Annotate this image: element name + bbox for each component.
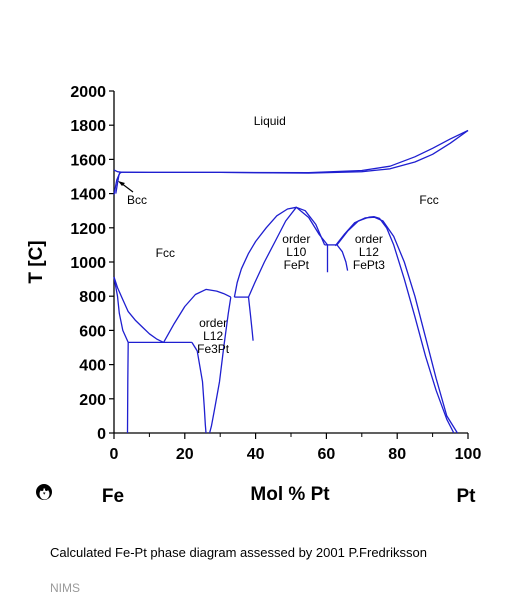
phase-boundary-10 [208, 297, 232, 434]
phase-boundary-16 [336, 244, 349, 271]
phase-boundary-18 [336, 216, 455, 434]
bcc-arrow [118, 181, 134, 193]
x-tick-label: 60 [318, 446, 336, 463]
region-label-4: order L12 Fe3Pt [197, 316, 230, 356]
region-label-line: FePt3 [353, 258, 385, 272]
region-label-2: Fcc [156, 246, 175, 260]
y-tick-label: 1600 [70, 152, 106, 169]
phase-boundaries [113, 129, 469, 434]
y-tick-label: 1200 [70, 221, 106, 238]
phase-boundary-13 [233, 206, 326, 298]
region-label-line: FePt [284, 258, 310, 272]
phase-boundary-1 [121, 129, 469, 174]
y-tick-label: 2000 [70, 84, 106, 101]
region-label-6: order L12 FePt3 [353, 232, 385, 272]
phase-boundary-12 [247, 297, 254, 341]
x-tick-label: 20 [176, 446, 194, 463]
region-label-1: Bcc [127, 193, 147, 207]
y-tick-label: 200 [79, 392, 106, 409]
y-tick-label: 1000 [70, 255, 106, 272]
end-label-right: Pt [457, 486, 477, 507]
region-label-line: Fe3Pt [197, 342, 230, 356]
y-tick-label: 1800 [70, 118, 106, 135]
region-label-line: L12 [359, 245, 379, 259]
region-label-line: Fcc [156, 246, 175, 260]
penguin-icon [36, 484, 52, 500]
x-tick-label: 80 [388, 446, 406, 463]
y-axis-title: T [C] [26, 240, 47, 283]
phase-boundary-4 [113, 276, 164, 343]
region-label-3: Fcc [419, 193, 438, 207]
y-tick-label: 400 [79, 358, 106, 375]
region-label-line: Liquid [254, 114, 286, 128]
x-tick-label: 0 [110, 446, 119, 463]
region-label-line: order [355, 232, 383, 246]
x-tick-label: 40 [247, 446, 265, 463]
region-label-line: order [282, 232, 310, 246]
region-label-line: Fcc [419, 193, 438, 207]
phase-boundary-5 [113, 276, 129, 343]
tick-marks: 0 200 400 600 800 1000 1200 1400 1600 1800 2000 0 20… [70, 84, 481, 463]
region-label-line: Bcc [127, 193, 147, 207]
y-tick-label: 0 [97, 426, 106, 443]
end-label-left: Fe [102, 486, 124, 507]
x-axis-title: Mol % Pt [250, 484, 330, 505]
region-label-line: order [199, 316, 227, 330]
phase-boundary-3 [115, 171, 121, 194]
phase-boundary-7 [126, 342, 129, 434]
region-label-line: L10 [286, 245, 306, 259]
region-label-5: order L10 FePt [282, 232, 310, 272]
figure-caption: Calculated Fe-Pt phase diagram assessed … [50, 545, 427, 560]
phase-boundary-0 [113, 129, 469, 174]
region-label-line: L12 [203, 329, 223, 343]
phase-boundary-8 [163, 288, 232, 343]
y-tick-label: 1400 [70, 187, 106, 204]
phase-boundary-17 [334, 216, 458, 434]
phase-boundary-9 [191, 342, 207, 434]
phase-boundary-14 [247, 206, 329, 298]
x-tick-label: 100 [455, 446, 482, 463]
y-tick-label: 600 [79, 323, 106, 340]
source-credit: NIMS [50, 581, 80, 595]
region-label-0: Liquid [254, 114, 286, 128]
y-tick-label: 800 [79, 289, 106, 306]
